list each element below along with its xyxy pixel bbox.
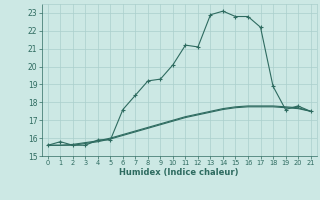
X-axis label: Humidex (Indice chaleur): Humidex (Indice chaleur): [119, 168, 239, 177]
